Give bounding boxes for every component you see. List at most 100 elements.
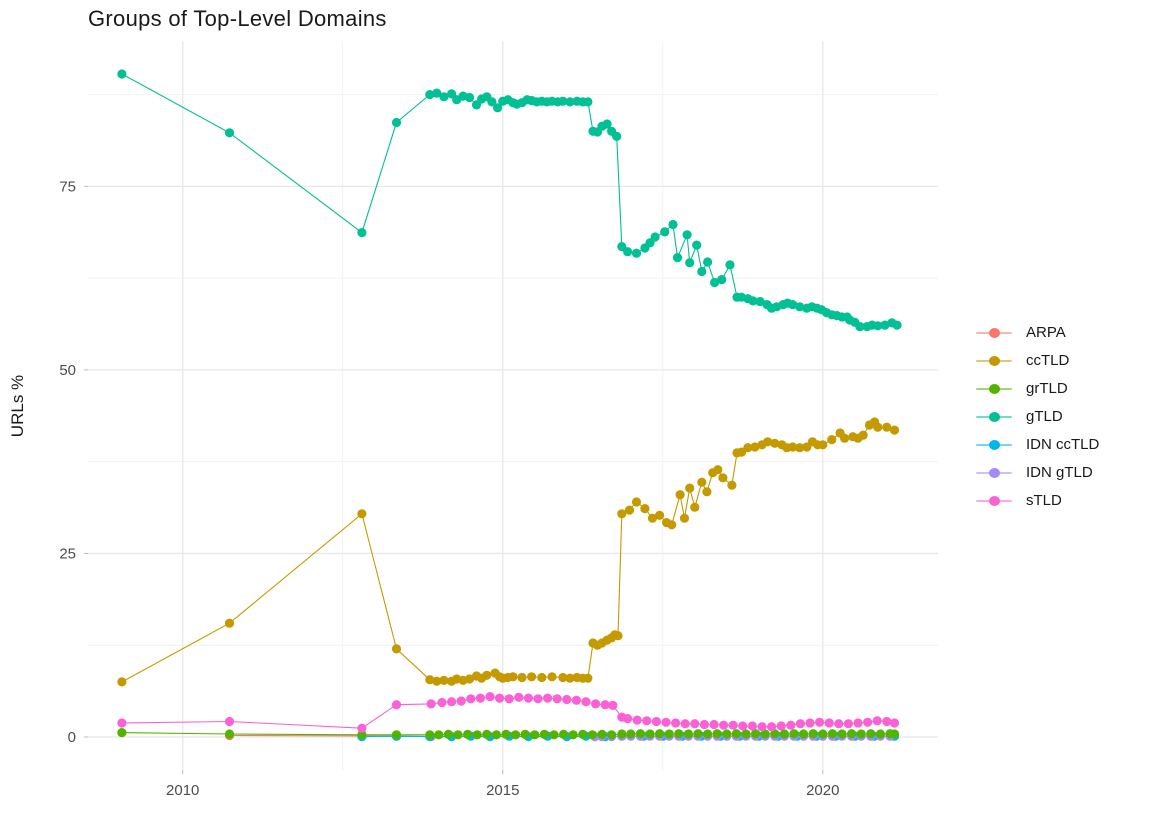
data-point-grTLD	[617, 729, 627, 739]
data-point-grTLD	[607, 730, 617, 740]
data-point-grTLD	[357, 730, 367, 740]
data-point-grTLD	[760, 729, 770, 739]
data-point-gTLD	[855, 322, 865, 332]
data-point-grTLD	[751, 729, 761, 739]
data-point-ccTLD	[873, 422, 883, 432]
data-point-sTLD	[747, 721, 758, 731]
data-point-gTLD	[672, 253, 683, 263]
x-tick-label: 2010	[166, 782, 199, 799]
data-point-ccTLD	[517, 672, 527, 683]
data-point-grTLD	[224, 729, 235, 739]
data-point-sTLD	[853, 718, 863, 728]
data-point-sTLD	[889, 718, 900, 728]
data-point-grTLD	[578, 729, 588, 740]
data-point-ccTLD	[565, 673, 575, 683]
data-point-grTLD	[712, 729, 722, 739]
legend-item-ARPA: ARPA	[976, 322, 1099, 343]
x-tick-label: 2020	[806, 782, 839, 799]
data-point-grTLD	[530, 730, 540, 740]
data-point-ccTLD	[357, 509, 367, 519]
data-point-grTLD	[808, 729, 818, 739]
data-point-gTLD	[880, 320, 890, 330]
data-point-gTLD	[755, 297, 765, 307]
data-point-grTLD	[722, 729, 732, 739]
data-point-ccTLD	[224, 618, 235, 628]
data-point-sTLD	[543, 693, 553, 703]
data-point-grTLD	[779, 729, 790, 739]
data-point-ccTLD	[482, 670, 492, 680]
data-point-grTLD	[568, 730, 578, 740]
data-point-sTLD	[834, 719, 844, 729]
data-point-ccTLD	[690, 502, 700, 512]
data-point-gTLD	[685, 258, 695, 268]
data-point-grTLD	[664, 729, 674, 739]
data-point-ccTLD	[685, 483, 695, 493]
data-point-grTLD	[847, 729, 857, 739]
legend-item-gTLD: gTLD	[976, 406, 1099, 427]
data-point-grTLD	[837, 729, 847, 739]
data-point-grTLD	[443, 729, 453, 740]
data-point-sTLD	[738, 721, 748, 731]
data-point-grTLD	[889, 729, 900, 739]
data-point-sTLD	[552, 694, 562, 704]
data-point-sTLD	[680, 719, 690, 729]
data-point-gTLD	[432, 88, 442, 98]
data-point-sTLD	[709, 719, 719, 730]
y-tick-label: 75	[59, 178, 76, 195]
data-point-gTLD	[788, 300, 798, 310]
data-point-gTLD	[224, 128, 235, 138]
legend-label: ARPA	[1026, 324, 1066, 341]
data-point-sTLD	[767, 722, 777, 732]
legend: ARPA ccTLD grTLD gTLD IDN ccTLD IDN gTLD sTLD	[976, 322, 1099, 511]
data-point-sTLD	[117, 718, 127, 728]
data-point-sTLD	[533, 694, 543, 704]
data-point-gTLD	[697, 266, 707, 277]
data-point-sTLD	[475, 693, 485, 703]
data-point-sTLD	[863, 717, 873, 727]
data-point-ccTLD	[464, 674, 475, 684]
data-point-ccTLD	[624, 505, 635, 515]
data-point-sTLD	[815, 717, 825, 727]
data-point-gTLD	[612, 131, 622, 141]
data-point-grTLD	[626, 729, 636, 739]
data-point-sTLD	[608, 700, 618, 711]
data-point-gTLD	[873, 321, 883, 331]
data-point-ccTLD	[770, 438, 780, 448]
data-point-grTLD	[587, 730, 598, 740]
data-point-sTLD	[581, 697, 591, 707]
data-point-grTLD	[425, 730, 435, 740]
data-point-sTLD	[632, 715, 642, 725]
data-point-gTLD	[692, 240, 702, 250]
data-point-sTLD	[426, 699, 436, 709]
data-point-grTLD	[703, 729, 713, 739]
data-point-ccTLD	[763, 437, 773, 447]
data-point-sTLD	[795, 719, 806, 729]
y-tick-label: 25	[59, 545, 76, 562]
data-point-grTLD	[510, 730, 521, 740]
legend-key-icon	[976, 326, 1012, 340]
data-point-grTLD	[597, 729, 607, 740]
y-tick-label: 0	[68, 729, 76, 746]
data-point-sTLD	[495, 693, 505, 703]
data-point-ccTLD	[713, 465, 723, 475]
data-point-sTLD	[824, 718, 834, 728]
data-point-ccTLD	[508, 672, 518, 682]
data-point-grTLD	[741, 729, 751, 739]
data-point-ccTLD	[736, 447, 747, 457]
data-point-ccTLD	[425, 675, 435, 685]
data-point-gTLD	[117, 69, 127, 79]
legend-label: gTLD	[1026, 408, 1063, 425]
data-point-gTLD	[565, 97, 575, 107]
data-point-gTLD	[660, 227, 670, 237]
legend-key-dot	[989, 495, 1000, 506]
data-point-sTLD	[447, 697, 457, 707]
data-point-ccTLD	[617, 509, 627, 519]
data-point-gTLD	[703, 257, 713, 267]
data-point-ccTLD	[788, 442, 798, 452]
data-point-ccTLD	[432, 676, 442, 686]
data-point-sTLD	[357, 723, 367, 733]
data-point-sTLD	[690, 719, 700, 729]
data-point-sTLD	[728, 720, 738, 730]
data-point-ccTLD	[631, 497, 642, 507]
